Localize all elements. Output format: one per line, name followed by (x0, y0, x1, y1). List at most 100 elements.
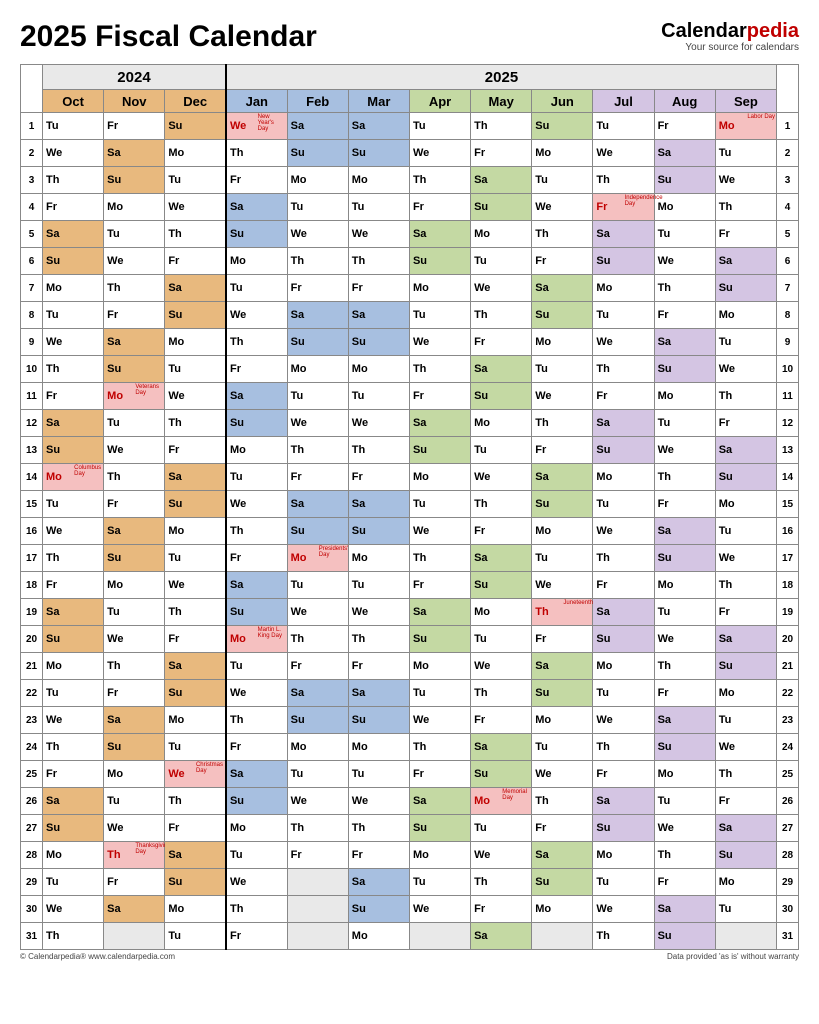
cell-may-27: Tu (471, 815, 532, 842)
cell-sep-7: Su (715, 275, 776, 302)
cell-aug-30: Sa (654, 896, 715, 923)
cell-oct-15: Tu (43, 491, 104, 518)
cell-aug-2: Sa (654, 140, 715, 167)
cell-apr-2: We (409, 140, 470, 167)
cell-oct-4: Fr (43, 194, 104, 221)
cell-jan-8: We (226, 302, 287, 329)
cell-apr-24: Th (409, 734, 470, 761)
cell-apr-10: Th (409, 356, 470, 383)
month-hdr-mar: Mar (348, 90, 409, 113)
cell-nov-19: Tu (104, 599, 165, 626)
cell-jul-13: Su (593, 437, 654, 464)
cell-may-13: Tu (471, 437, 532, 464)
cell-mar-17: Mo (348, 545, 409, 572)
cell-aug-10: Su (654, 356, 715, 383)
cell-sep-11: Th (715, 383, 776, 410)
cell-may-16: Fr (471, 518, 532, 545)
cell-dec-15: Su (165, 491, 226, 518)
cell-nov-20: We (104, 626, 165, 653)
cell-jul-7: Mo (593, 275, 654, 302)
cell-nov-18: Mo (104, 572, 165, 599)
cell-aug-21: Th (654, 653, 715, 680)
cell-jul-19: Sa (593, 599, 654, 626)
cell-sep-8: Mo (715, 302, 776, 329)
row-num-right: 26 (777, 788, 799, 815)
cell-nov-25: Mo (104, 761, 165, 788)
cell-feb-19: We (287, 599, 348, 626)
cell-sep-14: Su (715, 464, 776, 491)
cell-dec-13: Fr (165, 437, 226, 464)
cell-oct-29: Tu (43, 869, 104, 896)
cell-aug-26: Tu (654, 788, 715, 815)
row-num-left: 30 (21, 896, 43, 923)
cell-may-1: Th (471, 113, 532, 140)
cell-jul-11: Fr (593, 383, 654, 410)
footer-right: Data provided 'as is' without warranty (667, 952, 799, 961)
cell-sep-16: Tu (715, 518, 776, 545)
cell-oct-7: Mo (43, 275, 104, 302)
cell-dec-1: Su (165, 113, 226, 140)
cell-aug-29: Fr (654, 869, 715, 896)
cell-feb-9: Su (287, 329, 348, 356)
cell-sep-24: We (715, 734, 776, 761)
cell-aug-15: Fr (654, 491, 715, 518)
month-hdr-feb: Feb (287, 90, 348, 113)
cell-may-4: Su (471, 194, 532, 221)
row-num-left: 11 (21, 383, 43, 410)
row-num-right: 1 (777, 113, 799, 140)
cell-apr-21: Mo (409, 653, 470, 680)
cell-apr-30: We (409, 896, 470, 923)
cell-may-31: Sa (471, 923, 532, 950)
cell-nov-21: Th (104, 653, 165, 680)
cell-mar-7: Fr (348, 275, 409, 302)
cell-mar-15: Sa (348, 491, 409, 518)
cell-jul-26: Sa (593, 788, 654, 815)
cell-may-8: Th (471, 302, 532, 329)
cell-sep-18: Th (715, 572, 776, 599)
cell-jan-18: Sa (226, 572, 287, 599)
row-num-right: 4 (777, 194, 799, 221)
cell-dec-12: Th (165, 410, 226, 437)
cell-nov-11: MoVeterans Day (104, 383, 165, 410)
cell-jun-17: Tu (532, 545, 593, 572)
cell-jun-29: Su (532, 869, 593, 896)
cell-apr-1: Tu (409, 113, 470, 140)
row-num-left: 8 (21, 302, 43, 329)
cell-aug-18: Mo (654, 572, 715, 599)
cell-jun-21: Sa (532, 653, 593, 680)
cell-oct-22: Tu (43, 680, 104, 707)
cell-feb-15: Sa (287, 491, 348, 518)
row-num-right: 18 (777, 572, 799, 599)
cell-jul-31: Th (593, 923, 654, 950)
cell-mar-28: Fr (348, 842, 409, 869)
cell-mar-18: Tu (348, 572, 409, 599)
cell-jun-2: Mo (532, 140, 593, 167)
cell-nov-10: Su (104, 356, 165, 383)
cell-may-9: Fr (471, 329, 532, 356)
cell-feb-7: Fr (287, 275, 348, 302)
cell-jan-6: Mo (226, 248, 287, 275)
cell-jun-10: Tu (532, 356, 593, 383)
cell-feb-28: Fr (287, 842, 348, 869)
cell-may-28: We (471, 842, 532, 869)
cell-feb-4: Tu (287, 194, 348, 221)
cell-jul-28: Mo (593, 842, 654, 869)
cell-jun-23: Mo (532, 707, 593, 734)
cell-feb-3: Mo (287, 167, 348, 194)
cell-sep-6: Sa (715, 248, 776, 275)
cell-jun-9: Mo (532, 329, 593, 356)
row-num-right: 8 (777, 302, 799, 329)
cell-jun-28: Sa (532, 842, 593, 869)
row-num-left: 18 (21, 572, 43, 599)
cell-jan-11: Sa (226, 383, 287, 410)
cell-jul-16: We (593, 518, 654, 545)
cell-jan-30: Th (226, 896, 287, 923)
cell-dec-6: Fr (165, 248, 226, 275)
row-num-right: 29 (777, 869, 799, 896)
cell-may-10: Sa (471, 356, 532, 383)
cell-aug-14: Th (654, 464, 715, 491)
cell-oct-16: We (43, 518, 104, 545)
row-num-right: 17 (777, 545, 799, 572)
cell-jul-23: We (593, 707, 654, 734)
cell-jan-13: Mo (226, 437, 287, 464)
